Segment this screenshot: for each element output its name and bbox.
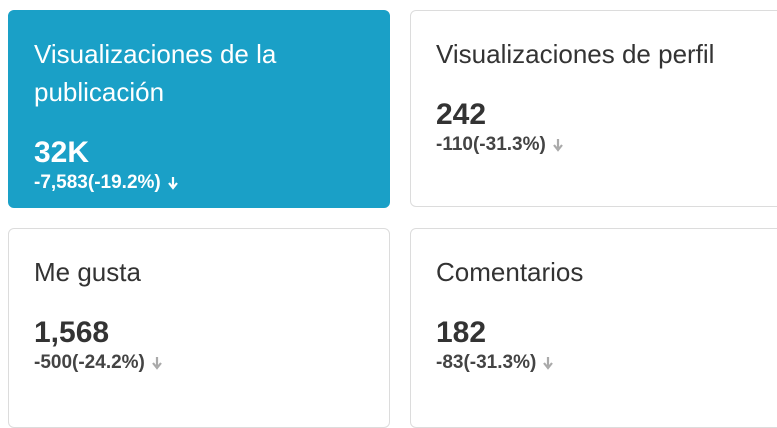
stat-card[interactable]: Comentarios 182 -83(-31.3%) — [410, 228, 777, 428]
card-value: 32K — [34, 136, 90, 169]
change-text: -110(-31.3%) — [436, 134, 546, 155]
change-text: -83(-31.3%) — [436, 352, 537, 373]
stat-card[interactable]: Me gusta 1,568 -500(-24.2%) — [8, 228, 390, 428]
screen: Visualizaciones de la publicación 32K -7… — [8, 10, 777, 428]
down-arrow — [167, 177, 178, 190]
card-title: Comentarios — [436, 257, 584, 287]
card-value: 182 — [436, 316, 487, 349]
down-arrow — [543, 357, 554, 370]
card-title: Visualizaciones de perfil — [436, 39, 715, 69]
card-value: 242 — [436, 98, 487, 131]
card-change: -7,583(-19.2%) — [34, 171, 389, 195]
stat-card[interactable]: Visualizaciones de perfil 242 -110(-31.3… — [410, 10, 777, 207]
card-title: Me gusta — [34, 257, 141, 287]
stat-card[interactable]: Visualizaciones de la publicación 32K -7… — [8, 10, 390, 208]
change-text: -7,583(-19.2%) — [34, 172, 161, 193]
down-arrow — [552, 139, 563, 152]
card-change: -83(-31.3%) — [436, 351, 777, 375]
card-change: -500(-24.2%) — [34, 351, 389, 375]
card-value: 1,568 — [34, 316, 110, 349]
card-change: -110(-31.3%) — [436, 133, 777, 157]
down-arrow — [152, 357, 162, 370]
card-title: Visualizaciones de la publicación — [34, 39, 277, 107]
change-text: -500(-24.2%) — [34, 352, 145, 373]
